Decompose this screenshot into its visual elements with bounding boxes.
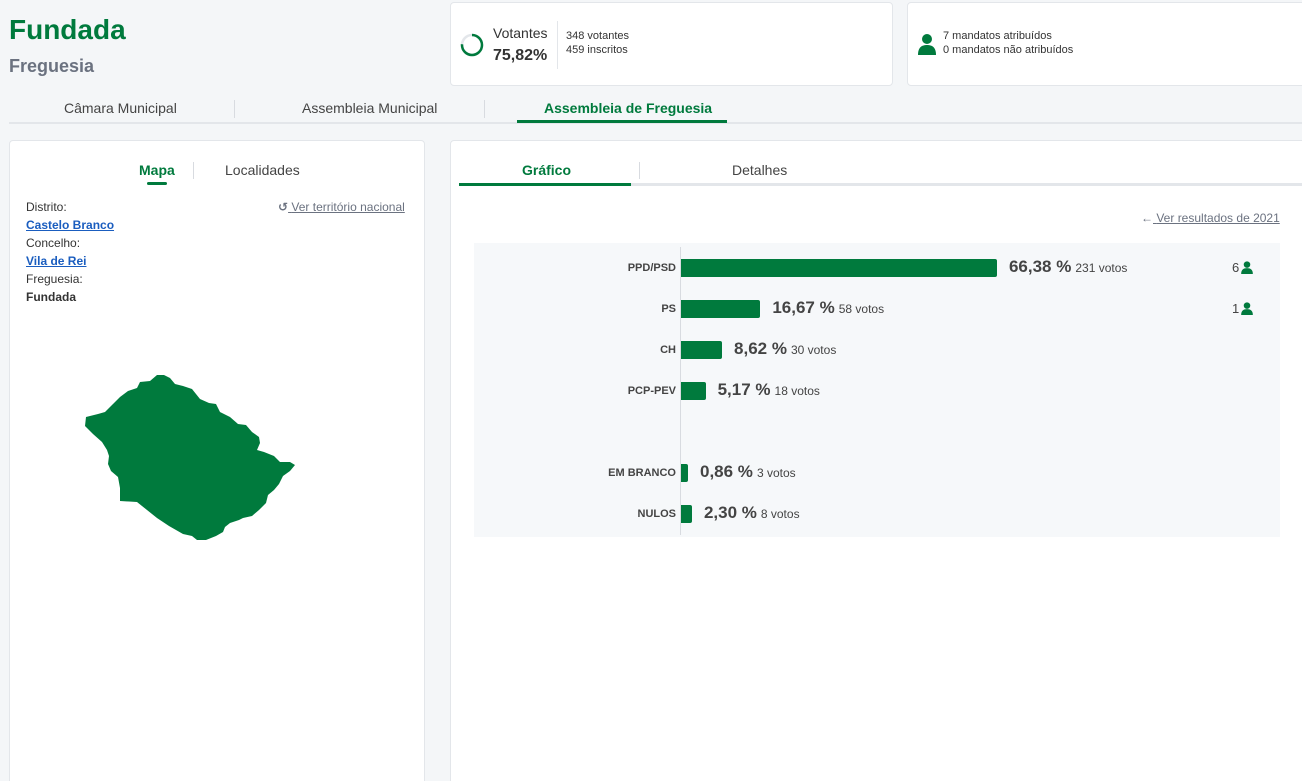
ver-2021-link[interactable]: ← Ver resultados de 2021 [1141, 211, 1280, 225]
freguesia-label: Freguesia: [26, 272, 83, 286]
tab-localidades[interactable]: Localidades [225, 162, 300, 178]
bar[interactable] [681, 382, 706, 400]
votantes-card: Votantes 75,82% 348 votantes 459 inscrit… [450, 2, 893, 86]
bar-label: CH [660, 344, 676, 356]
history-icon: ↺ [278, 200, 289, 214]
freguesia-map[interactable] [80, 366, 300, 546]
ver-territorio-label: Ver território nacional [291, 200, 405, 214]
tab-mapa[interactable]: Mapa [139, 162, 175, 178]
tab-divider [193, 162, 194, 179]
arrow-left-icon: ← [1141, 211, 1153, 225]
bar-percentage: 66,38 % [1008, 257, 1072, 276]
bar[interactable] [681, 464, 688, 482]
ver-2021-label: Ver resultados de 2021 [1156, 211, 1280, 225]
tab-divider [639, 162, 640, 179]
tabs-baseline [459, 183, 1302, 186]
divider [557, 21, 558, 69]
tab-grafico[interactable]: Gráfico [522, 162, 572, 178]
election-tabs: Câmara Municipal Assembleia Municipal As… [9, 96, 1302, 124]
results-chart: PPD/PSD 66,38 % 231 votos 6 PS 16,67 % 58 voto… [474, 243, 1280, 537]
bar-value: 16,67 % 58 votos [772, 298, 884, 318]
tab-detalhes[interactable]: Detalhes [732, 162, 788, 178]
person-icon [1239, 301, 1254, 316]
ver-territorio-link[interactable]: ↺ Ver território nacional [278, 200, 405, 214]
tab-divider [234, 100, 235, 118]
concelho-label: Concelho: [26, 236, 81, 250]
inscritos-count: 459 inscritos [566, 44, 628, 56]
seat-count: 1 [1232, 301, 1254, 316]
tab-divider [484, 100, 485, 118]
tab-camara-municipal[interactable]: Câmara Municipal [64, 100, 177, 116]
bar-votes: 3 votos [756, 466, 796, 480]
votantes-count: 348 votantes [566, 30, 629, 42]
bar-percentage: 16,67 % [772, 298, 835, 317]
mandatos-card: 7 mandatos atribuídos 0 mandatos não atr… [907, 2, 1302, 86]
bar-votes: 58 votos [838, 302, 885, 316]
distrito-link[interactable]: Castelo Branco [26, 218, 115, 232]
bar-value: 5,17 % 18 votos [718, 380, 820, 400]
chart-axis [680, 247, 681, 535]
bar-value: 2,30 % 8 votos [704, 503, 800, 523]
concelho-link[interactable]: Vila de Rei [26, 254, 87, 268]
bar-votes: 231 votos [1075, 261, 1128, 275]
active-tab-indicator [147, 182, 167, 185]
bar[interactable] [681, 341, 723, 359]
bar-percentage: 0,86 % [700, 462, 753, 481]
bar-votes: 8 votos [760, 507, 800, 521]
mandatos-atribuidos: 7 mandatos atribuídos [943, 30, 1052, 42]
turnout-ring-icon [460, 33, 484, 57]
bar-votes: 18 votos [774, 384, 820, 398]
votantes-label: Votantes [493, 25, 548, 41]
bar-percentage: 5,17 % [717, 380, 771, 399]
bar[interactable] [681, 300, 761, 318]
bar-percentage: 2,30 % [703, 503, 757, 522]
bar-label: PPD/PSD [627, 262, 676, 274]
seat-count: 6 [1232, 260, 1254, 275]
bar[interactable] [681, 505, 692, 523]
person-icon [918, 34, 936, 55]
bar[interactable] [681, 259, 997, 277]
bar-label: PCP-PEV [627, 385, 676, 397]
tab-assembleia-freguesia[interactable]: Assembleia de Freguesia [544, 100, 713, 116]
votantes-percentage: 75,82% [493, 47, 548, 64]
tab-assembleia-municipal[interactable]: Assembleia Municipal [302, 100, 438, 116]
bar-label: EM BRANCO [608, 467, 676, 479]
freguesia-value: Fundada [26, 290, 76, 304]
location-panel: Mapa Localidades ↺ Ver território nacion… [9, 140, 425, 781]
bar-value: 8,62 % 30 votos [734, 339, 836, 359]
person-icon [1239, 260, 1254, 275]
distrito-label: Distrito: [26, 200, 67, 214]
page-subtitle: Freguesia [9, 56, 95, 76]
bar-value: 0,86 % 3 votos [700, 462, 796, 482]
bar-votes: 30 votos [790, 343, 837, 357]
bar-label: NULOS [637, 508, 677, 520]
bar-percentage: 8,62 % [734, 339, 787, 358]
bar-label: PS [661, 303, 676, 315]
active-tab-indicator [517, 120, 727, 123]
mandatos-nao-atribuidos: 0 mandatos não atribuídos [943, 44, 1074, 56]
bar-value: 66,38 % 231 votos [1009, 257, 1127, 277]
active-tab-indicator [459, 183, 631, 186]
page-title: Fundada [9, 14, 126, 45]
